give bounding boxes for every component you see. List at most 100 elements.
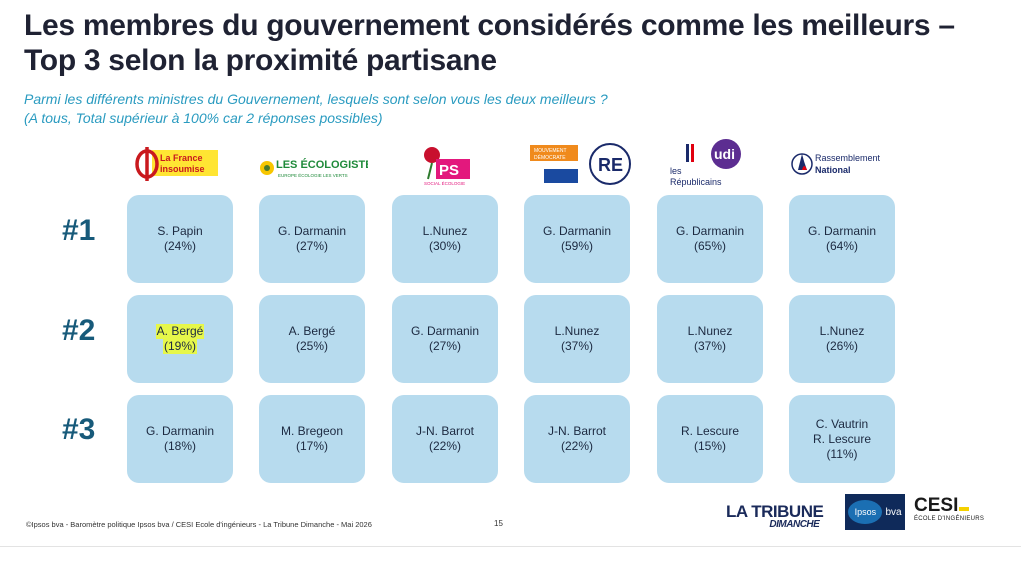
ecologistes-sunflower-icon: LES ÉCOLOGISTES EUROPE ÉCOLOGIE LES VERT… bbox=[260, 158, 368, 178]
ipsos-oval-icon: Ipsos bbox=[848, 500, 883, 524]
minister-percent: (65%) bbox=[693, 239, 726, 253]
page-title: Les membres du gouvernement considérés c… bbox=[24, 9, 955, 77]
minister-name: G. Darmanin bbox=[807, 224, 877, 238]
minister-name: C. Vautrin bbox=[815, 416, 869, 431]
minister-name: S. Papin bbox=[157, 224, 203, 238]
svg-text:National: National bbox=[815, 165, 851, 175]
cell-lr-rank1: G. Darmanin (65%) bbox=[657, 195, 763, 283]
minister-percent: (27%) bbox=[428, 339, 461, 353]
subtitle: Parmi les différents ministres du Gouver… bbox=[24, 90, 608, 128]
minister-percent: (27%) bbox=[295, 239, 328, 253]
lr-udi-icon: udi les Républicains bbox=[670, 139, 741, 187]
svg-text:udi: udi bbox=[714, 146, 735, 162]
minister-name: G. Darmanin bbox=[675, 224, 745, 238]
rn-logo: Rassemblement National bbox=[790, 138, 890, 190]
ecologistes-logo: LES ÉCOLOGISTES EUROPE ÉCOLOGIE LES VERT… bbox=[258, 138, 368, 190]
ps-logo: PS SOCIAL ÉCOLOGIE bbox=[416, 138, 476, 190]
cesi-subtitle: ÉCOLE D'INGÉNIEURS bbox=[914, 516, 985, 522]
minister-percent: (25%) bbox=[295, 339, 328, 353]
minister-name: M. Bregeon bbox=[280, 424, 344, 438]
cesi-underscore-icon bbox=[959, 507, 970, 511]
svg-text:les: les bbox=[670, 166, 682, 176]
minister-name: L.Nunez bbox=[687, 324, 733, 338]
cell-ecologistes-rank3: M. Bregeon (17%) bbox=[259, 395, 365, 483]
rank-2-label: #2 bbox=[62, 314, 96, 347]
rn-flame-icon: Rassemblement National bbox=[791, 153, 881, 175]
svg-text:PS: PS bbox=[439, 162, 459, 179]
lfi-logo: La France insoumise bbox=[132, 138, 222, 190]
page-number: 15 bbox=[494, 519, 503, 528]
re-modem-logo: MOUVEMENT DÉMOCRATE RE bbox=[528, 138, 634, 190]
svg-text:insoumise: insoumise bbox=[160, 164, 205, 174]
minister-name: G. Darmanin bbox=[277, 224, 347, 238]
ps-rose-icon: PS SOCIAL ÉCOLOGIE bbox=[424, 147, 470, 186]
minister-name: R. Lescure bbox=[680, 424, 740, 438]
minister-percent: (17%) bbox=[295, 439, 328, 453]
cell-ecologistes-rank1: G. Darmanin (27%) bbox=[259, 195, 365, 283]
lr-udi-logo: udi les Républicains bbox=[666, 138, 750, 190]
lfi-phi-icon: La France insoumise bbox=[135, 147, 218, 181]
divider bbox=[0, 546, 1021, 547]
re-modem-icon: MOUVEMENT DÉMOCRATE RE bbox=[530, 143, 631, 185]
minister-name: G. Darmanin bbox=[410, 324, 480, 338]
bva-text: bva bbox=[885, 506, 902, 518]
cell-rn-rank2: L.Nunez (26%) bbox=[789, 295, 895, 383]
svg-text:MOUVEMENT: MOUVEMENT bbox=[534, 148, 567, 154]
minister-name: G. Darmanin bbox=[145, 424, 215, 438]
minister-percent: (11%) bbox=[826, 446, 858, 461]
minister-percent: (59%) bbox=[560, 239, 593, 253]
svg-text:DÉMOCRATE: DÉMOCRATE bbox=[534, 154, 566, 161]
cell-re-rank3: J-N. Barrot (22%) bbox=[524, 395, 630, 483]
cell-ps-rank2: G. Darmanin (27%) bbox=[392, 295, 498, 383]
svg-text:La France: La France bbox=[160, 153, 203, 163]
cell-ps-rank1: L.Nunez (30%) bbox=[392, 195, 498, 283]
rank-1-label: #1 bbox=[62, 214, 96, 247]
svg-text:SOCIAL ÉCOLOGIE: SOCIAL ÉCOLOGIE bbox=[424, 180, 465, 186]
cell-lfi-rank3: G. Darmanin (18%) bbox=[127, 395, 233, 483]
minister-percent: (24%) bbox=[163, 239, 196, 253]
minister-name: J-N. Barrot bbox=[415, 424, 474, 438]
minister-name: L.Nunez bbox=[422, 224, 468, 238]
minister-name-second: R. Lescure bbox=[812, 431, 872, 446]
minister-percent: (37%) bbox=[560, 339, 593, 353]
ipsos-text: Ipsos bbox=[854, 507, 877, 517]
cesi-logo: CESI ÉCOLE D'INGÉNIEURS bbox=[914, 496, 984, 523]
minister-percent: (26%) bbox=[825, 339, 858, 353]
la-tribune-logo: LA TRIBUNE DIMANCHE bbox=[726, 502, 824, 530]
cell-rn-rank3: C. Vautrin R. Lescure (11%) bbox=[789, 395, 895, 483]
cell-re-rank2: L.Nunez (37%) bbox=[524, 295, 630, 383]
minister-percent: (22%) bbox=[428, 439, 461, 453]
footer-source: ©Ipsos bva - Baromètre politique Ipsos b… bbox=[26, 520, 372, 529]
minister-name-highlighted: A. Bergé bbox=[155, 324, 205, 339]
svg-text:RE: RE bbox=[598, 155, 623, 175]
cell-rn-rank1: G. Darmanin (64%) bbox=[789, 195, 895, 283]
minister-name: G. Darmanin bbox=[542, 224, 612, 238]
svg-text:Rassemblement: Rassemblement bbox=[815, 153, 881, 163]
cell-lr-rank3: R. Lescure (15%) bbox=[657, 395, 763, 483]
minister-percent: (30%) bbox=[428, 239, 461, 253]
minister-name: J-N. Barrot bbox=[547, 424, 606, 438]
ipsos-bva-logo: Ipsos bva bbox=[845, 494, 905, 530]
rank-3-label: #3 bbox=[62, 413, 96, 446]
cell-re-rank1: G. Darmanin (59%) bbox=[524, 195, 630, 283]
cell-ecologistes-rank2: A. Bergé (25%) bbox=[259, 295, 365, 383]
tribune-subtitle: DIMANCHE bbox=[769, 519, 820, 530]
minister-name: L.Nunez bbox=[819, 324, 865, 338]
minister-percent: (18%) bbox=[163, 439, 196, 453]
svg-text:EUROPE ÉCOLOGIE LES VERTS: EUROPE ÉCOLOGIE LES VERTS bbox=[278, 172, 348, 178]
minister-percent: (15%) bbox=[693, 439, 726, 453]
cesi-text: CESI bbox=[914, 495, 959, 516]
subtitle-question: Parmi les différents ministres du Gouver… bbox=[24, 91, 608, 107]
subtitle-note: (A tous, Total supérieur à 100% car 2 ré… bbox=[24, 110, 383, 126]
svg-text:LES ÉCOLOGISTES: LES ÉCOLOGISTES bbox=[276, 158, 368, 171]
cell-lfi-rank1: S. Papin (24%) bbox=[127, 195, 233, 283]
svg-text:Républicains: Républicains bbox=[670, 177, 722, 187]
minister-name: L.Nunez bbox=[554, 324, 600, 338]
cell-lfi-rank2: A. Bergé (19%) bbox=[127, 295, 233, 383]
minister-percent: (22%) bbox=[560, 439, 593, 453]
tribune-title: LA TRIBUNE bbox=[726, 502, 824, 521]
minister-name: A. Bergé bbox=[288, 324, 336, 338]
minister-percent: (37%) bbox=[693, 339, 726, 353]
minister-percent: (64%) bbox=[825, 239, 858, 253]
cell-lr-rank2: L.Nunez (37%) bbox=[657, 295, 763, 383]
